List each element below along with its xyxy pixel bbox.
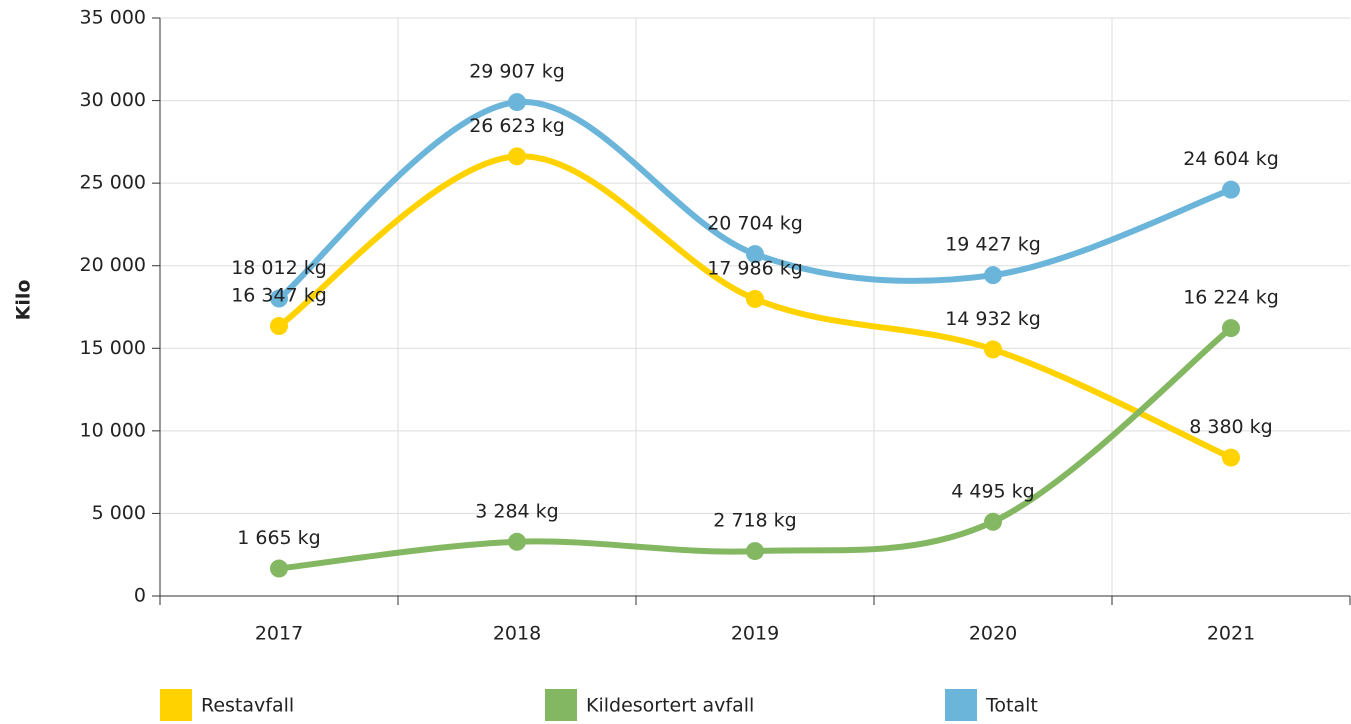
y-tick-label: 10 000 [80, 419, 146, 441]
series-line [276, 325, 1234, 572]
data-label: 16 347 kg [231, 285, 327, 307]
legend-label: Kildesortert avfall [586, 695, 754, 717]
y-tick-label: 5 000 [92, 502, 146, 524]
y-tick-label: 20 000 [80, 254, 146, 276]
data-label: 17 986 kg [707, 257, 803, 279]
data-point [746, 289, 764, 308]
data-label: 1 665 kg [237, 527, 321, 549]
x-tick-label: 2020 [969, 623, 1017, 645]
data-label: 16 224 kg [1183, 287, 1279, 309]
data-point [746, 245, 764, 264]
y-tick-label: 30 000 [80, 89, 146, 111]
y-tick-label: 35 000 [80, 7, 146, 29]
data-point [984, 340, 1002, 359]
y-axis-title: Kilo [13, 280, 35, 321]
y-tick-label: 25 000 [80, 172, 146, 194]
legend-label: Restavfall [201, 695, 294, 717]
data-label: 4 495 kg [951, 480, 1035, 502]
data-label: 3 284 kg [475, 500, 559, 522]
data-point [1222, 319, 1240, 338]
y-tick-label: 15 000 [80, 337, 146, 359]
data-point [984, 512, 1002, 531]
data-label: 8 380 kg [1189, 416, 1273, 438]
data-label: 24 604 kg [1183, 148, 1279, 170]
data-point [984, 266, 1002, 285]
data-point [270, 559, 288, 578]
data-label: 29 907 kg [469, 61, 565, 83]
data-point [1222, 180, 1240, 199]
data-label: 14 932 kg [945, 308, 1041, 330]
data-point [270, 289, 288, 308]
data-label: 26 623 kg [469, 115, 565, 137]
data-label: 19 427 kg [945, 234, 1041, 256]
data-point [508, 532, 526, 551]
data-label: 2 718 kg [713, 510, 797, 532]
legend-swatch [160, 689, 192, 721]
data-point [508, 93, 526, 112]
data-label: 18 012 kg [231, 257, 327, 279]
data-point [270, 317, 288, 336]
data-point [1222, 448, 1240, 467]
x-tick-label: 2019 [731, 623, 779, 645]
x-tick-label: 2018 [493, 623, 541, 645]
x-tick-label: 2017 [255, 623, 303, 645]
data-point [746, 542, 764, 561]
x-tick-label: 2021 [1207, 623, 1255, 645]
legend-swatch [945, 689, 977, 721]
legend-label: Totalt [985, 695, 1038, 717]
data-point [508, 147, 526, 166]
series-line [276, 99, 1234, 302]
data-label: 20 704 kg [707, 213, 803, 235]
legend-swatch [545, 689, 577, 721]
y-tick-label: 0 [134, 585, 146, 607]
